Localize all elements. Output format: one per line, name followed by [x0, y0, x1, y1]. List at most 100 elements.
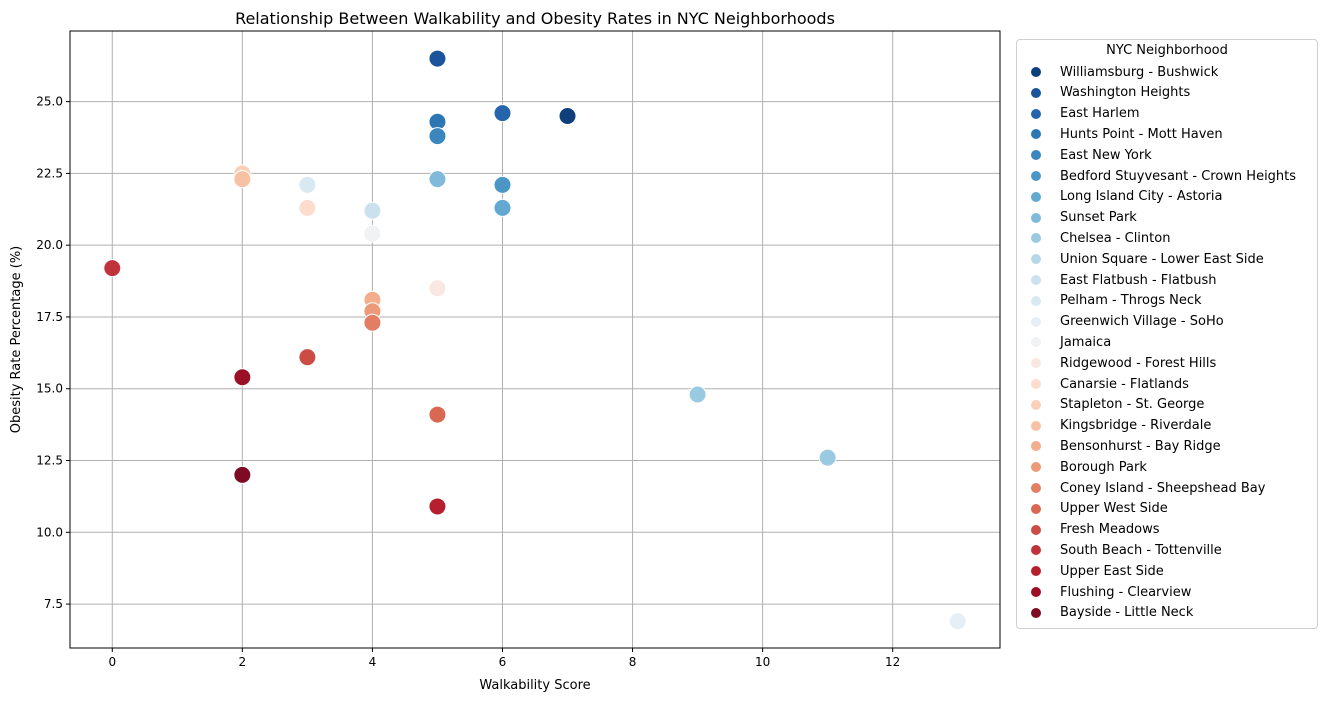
legend-label: Sunset Park — [1060, 210, 1137, 226]
data-point — [948, 612, 967, 631]
legend-item: Coney Island - Sheepshead Bay — [1031, 479, 1265, 497]
legend-label: Coney Island - Sheepshead Bay — [1060, 480, 1266, 496]
y-tick-label: 12.5 — [36, 454, 63, 468]
y-tick-label: 17.5 — [36, 310, 63, 324]
legend-label: Greenwich Village - SoHo — [1060, 314, 1224, 330]
legend-item: Pelham - Throgs Neck — [1031, 292, 1202, 310]
legend-item: Long Island City - Astoria — [1031, 188, 1222, 206]
legend-marker — [1031, 275, 1041, 285]
legend-item: East New York — [1031, 146, 1152, 164]
legend-label: Chelsea - Clinton — [1060, 230, 1171, 246]
x-tick-label: 2 — [239, 655, 247, 669]
data-point — [428, 127, 447, 146]
legend-marker — [1031, 358, 1041, 369]
legend-item: Kingsbridge - Riverdale — [1031, 417, 1211, 435]
legend-marker — [1031, 254, 1041, 265]
legend-marker — [1031, 379, 1041, 389]
legend-item: Chelsea - Clinton — [1031, 229, 1170, 247]
legend-label: Williamsburg - Bushwick — [1060, 64, 1219, 80]
x-tick-label: 4 — [369, 655, 377, 669]
legend-item: South Beach - Tottenville — [1031, 541, 1222, 559]
legend-marker — [1031, 420, 1041, 431]
plot-frame — [69, 30, 1001, 649]
legend-label: Fresh Meadows — [1060, 522, 1160, 538]
legend-label: Flushing - Clearview — [1060, 584, 1192, 600]
legend-label: Bayside - Little Neck — [1060, 605, 1194, 621]
x-axis-ticks: 0 2 4 6 8 10 12 — [108, 648, 900, 669]
legend-item: Sunset Park — [1031, 209, 1137, 227]
legend-marker — [1031, 607, 1041, 618]
data-point — [103, 259, 122, 278]
y-tick-label: 25.0 — [36, 95, 63, 109]
legend-label: Bensonhurst - Bay Ridge — [1060, 438, 1221, 454]
data-point — [298, 348, 317, 367]
legend-item: Williamsburg - Bushwick — [1031, 63, 1218, 81]
data-point — [363, 224, 382, 243]
data-point — [298, 198, 317, 217]
legend-label: Kingsbridge - Riverdale — [1060, 418, 1212, 434]
legend-marker — [1031, 87, 1041, 98]
legend-item: Canarsie - Flatlands — [1031, 375, 1189, 393]
legend-label: Upper East Side — [1060, 563, 1164, 579]
legend-item: Fresh Meadows — [1031, 521, 1160, 539]
legend-marker — [1031, 483, 1041, 493]
legend-item: Ridgewood - Forest Hills — [1031, 354, 1216, 372]
legend-label: Stapleton - St. George — [1060, 397, 1205, 413]
legend-marker — [1031, 399, 1041, 410]
data-point — [233, 170, 252, 189]
chart-title: Relationship Between Walkability and Obe… — [235, 9, 835, 28]
legend-marker — [1031, 67, 1041, 77]
legend-marker — [1031, 503, 1041, 514]
legend-label: East Flatbush - Flatbush — [1060, 272, 1217, 288]
legend-marker — [1031, 212, 1041, 223]
legend-label: Union Square - Lower East Side — [1060, 251, 1264, 267]
data-point — [493, 198, 512, 217]
data-point — [818, 448, 837, 467]
legend-item: Hunts Point - Mott Haven — [1031, 125, 1223, 143]
legend-label: Upper West Side — [1060, 501, 1168, 517]
data-point — [493, 104, 512, 123]
legend-marker — [1031, 171, 1041, 181]
legend-item: Stapleton - St. George — [1031, 396, 1204, 414]
x-tick-label: 8 — [629, 655, 637, 669]
data-point — [428, 405, 447, 424]
legend-marker — [1031, 462, 1041, 473]
legend-marker — [1031, 337, 1041, 348]
legend-item: Union Square - Lower East Side — [1031, 250, 1264, 268]
data-point — [233, 368, 252, 387]
data-point — [428, 49, 447, 68]
legend-marker — [1031, 441, 1041, 452]
data-point — [428, 170, 447, 189]
legend-marker — [1031, 524, 1041, 535]
grid-lines — [70, 31, 1000, 648]
x-tick-label: 12 — [885, 655, 900, 669]
x-tick-label: 0 — [108, 655, 116, 669]
legend-label: Long Island City - Astoria — [1060, 189, 1223, 205]
y-tick-label: 7.5 — [44, 597, 63, 611]
legend-marker — [1031, 108, 1041, 119]
data-points — [103, 49, 967, 631]
legend-item: Jamaica — [1031, 333, 1111, 351]
y-axis-ticks: 7.5 10.0 12.5 15.0 17.5 20.0 22.5 25.0 — [36, 95, 70, 611]
legend-label: Borough Park — [1060, 459, 1147, 475]
legend-label: Jamaica — [1060, 334, 1112, 350]
data-point — [298, 175, 317, 194]
legend-label: East Harlem — [1060, 106, 1140, 122]
legend-marker — [1031, 150, 1041, 161]
legend-label: Hunts Point - Mott Haven — [1060, 126, 1223, 142]
legend-label: Ridgewood - Forest Hills — [1060, 355, 1217, 371]
legend-item: Borough Park — [1031, 458, 1147, 476]
legend-title: NYC Neighborhood — [1106, 43, 1228, 58]
data-point — [363, 201, 382, 220]
legend-marker — [1031, 295, 1041, 306]
legend-item: Greenwich Village - SoHo — [1031, 313, 1224, 331]
legend-label: East New York — [1060, 147, 1152, 163]
data-point — [363, 313, 382, 332]
legend-label: Pelham - Throgs Neck — [1060, 293, 1202, 309]
y-tick-label: 15.0 — [36, 382, 63, 396]
y-tick-label: 22.5 — [36, 166, 63, 180]
legend-marker — [1031, 129, 1041, 140]
data-point — [233, 465, 252, 484]
legend-marker — [1031, 587, 1041, 597]
x-axis-label: Walkability Score — [479, 678, 590, 693]
